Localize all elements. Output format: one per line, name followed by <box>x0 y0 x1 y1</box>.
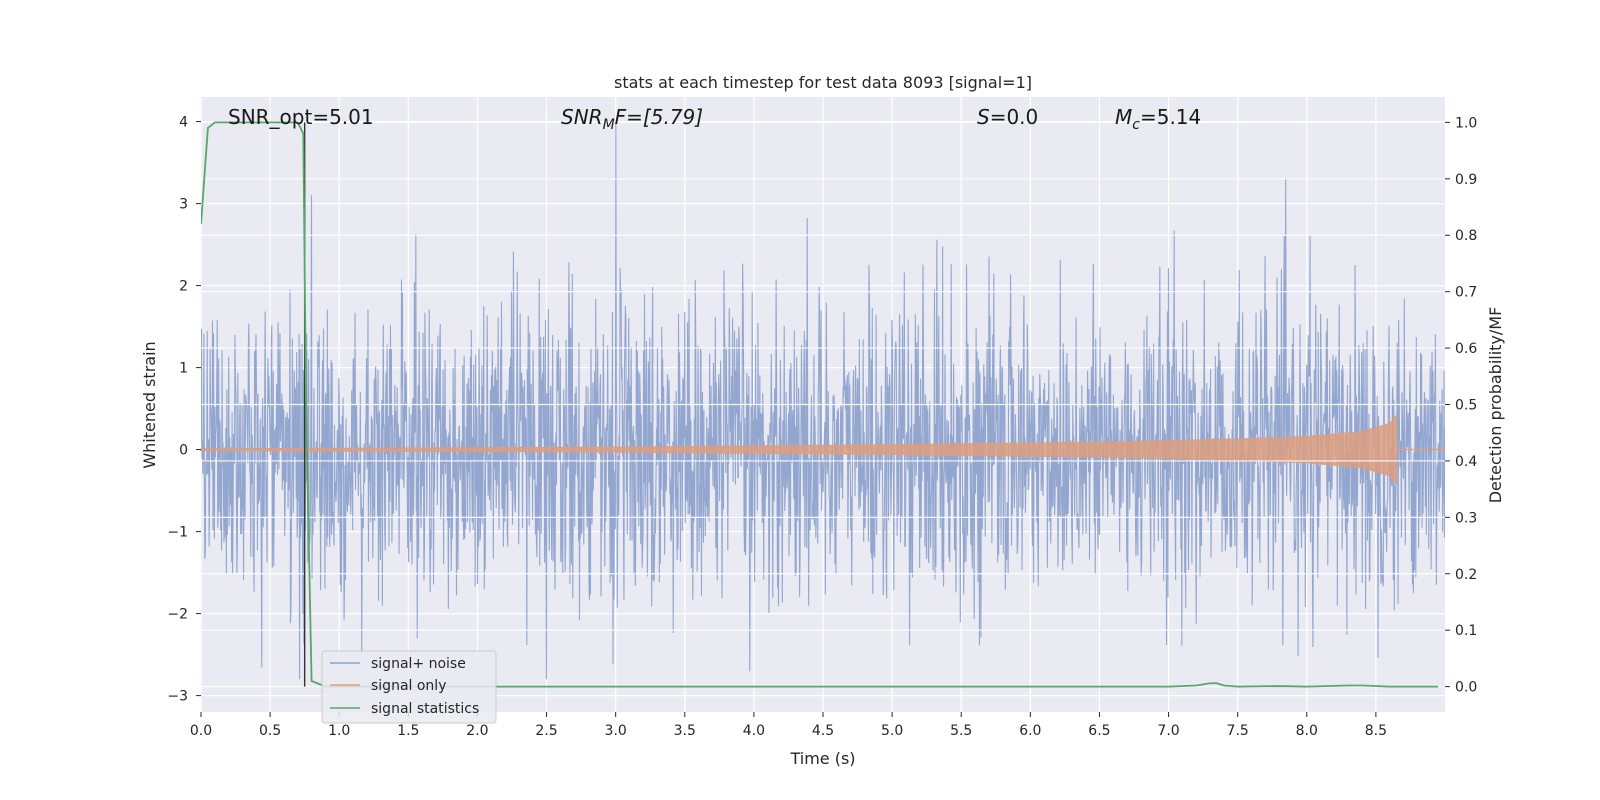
y-right-tick-label: 0.1 <box>1455 623 1477 639</box>
ticks: 0.0 0.5 1.0 1.5 2.0 2.5 3.0 3.5 4.0 4.5 5.0 5.5 6.0 6… <box>167 115 1477 739</box>
legend-box <box>321 650 497 724</box>
series-signal-statistics <box>201 121 1439 688</box>
x-tick-label: 5.0 <box>881 723 903 739</box>
y-tick-label: 0 <box>179 443 188 459</box>
y-right-tick-label: 0.7 <box>1455 285 1477 301</box>
annotation-snr-mf: SNRMF=[5.79] <box>561 105 703 133</box>
annotation-s-main: S <box>977 105 990 129</box>
x-tick-label: 7.0 <box>1157 723 1179 739</box>
y-right-tick-label: 1.0 <box>1455 115 1477 131</box>
x-tick-label: 0.0 <box>190 723 212 739</box>
y-tick-label: −2 <box>167 607 188 623</box>
y-axis-label: Whitened strain <box>140 341 159 468</box>
annotation-mc-main: M <box>1115 105 1132 129</box>
x-tick-label: 0.5 <box>259 723 281 739</box>
legend: signal+ noise signal only signal statist… <box>321 650 497 724</box>
x-tick-label: 2.5 <box>535 723 557 739</box>
annotation-s: S=0.0 <box>977 105 1038 129</box>
x-tick-label: 8.0 <box>1296 723 1318 739</box>
chart-title: stats at each timestep for test data 809… <box>614 73 1032 92</box>
x-tick-label: 5.5 <box>950 723 972 739</box>
y-right-tick-label: 0.8 <box>1455 228 1477 244</box>
series-signal-noise <box>201 121 1445 680</box>
x-tick-label: 6.0 <box>1019 723 1041 739</box>
y-right-tick-label: 0.4 <box>1455 454 1477 470</box>
x-tick-label: 4.5 <box>812 723 834 739</box>
x-tick-label: 6.5 <box>1088 723 1110 739</box>
annotations: SNR_opt=5.01 SNRMF=[5.79] S=0.0 Mc=5.14 <box>228 105 1201 133</box>
y-tick-label: −3 <box>167 689 188 705</box>
x-tick-label: 2.0 <box>466 723 488 739</box>
legend-label-signal-only: signal only <box>371 678 446 694</box>
legend-label-signal-statistics: signal statistics <box>371 701 479 717</box>
x-tick-label: 3.5 <box>674 723 696 739</box>
y-tick-label: 4 <box>179 115 188 131</box>
x-axis-label: Time (s) <box>789 749 855 768</box>
legend-label-signal-noise: signal+ noise <box>371 656 466 672</box>
y-tick-label: 2 <box>179 279 188 295</box>
y-tick-label: 1 <box>179 361 188 377</box>
x-tick-label: 1.5 <box>397 723 419 739</box>
annotation-snr-mf-sub: M <box>603 117 615 133</box>
series-layer <box>200 121 1445 688</box>
annotation-snr-mf-rest: F=[5.79] <box>615 105 703 129</box>
y-axis-label-right: Detection probability/MF <box>1486 307 1505 504</box>
annotation-s-rest: =0.0 <box>990 105 1039 129</box>
x-tick-label: 1.0 <box>328 723 350 739</box>
annotation-mc: Mc=5.14 <box>1115 105 1201 133</box>
x-tick-label: 4.0 <box>743 723 765 739</box>
y-right-tick-label: 0.9 <box>1455 172 1477 188</box>
x-tick-label: 3.0 <box>605 723 627 739</box>
y-right-tick-label: 0.2 <box>1455 567 1477 583</box>
y-right-tick-label: 0.5 <box>1455 398 1477 414</box>
annotation-mc-sub: c <box>1132 117 1140 133</box>
series-signal-only <box>200 413 1398 486</box>
x-tick-label: 7.5 <box>1227 723 1249 739</box>
y-right-tick-label: 0.6 <box>1455 341 1477 357</box>
annotation-snr-opt: SNR_opt=5.01 <box>228 105 374 129</box>
y-right-tick-label: 0.3 <box>1455 510 1477 526</box>
y-tick-label: −1 <box>167 525 188 541</box>
annotation-snr-mf-main: SNR <box>561 105 603 129</box>
y-tick-label: 3 <box>179 197 188 213</box>
y-right-tick-label: 0.0 <box>1455 680 1477 696</box>
x-tick-label: 8.5 <box>1365 723 1387 739</box>
annotation-mc-rest: =5.14 <box>1140 105 1201 129</box>
